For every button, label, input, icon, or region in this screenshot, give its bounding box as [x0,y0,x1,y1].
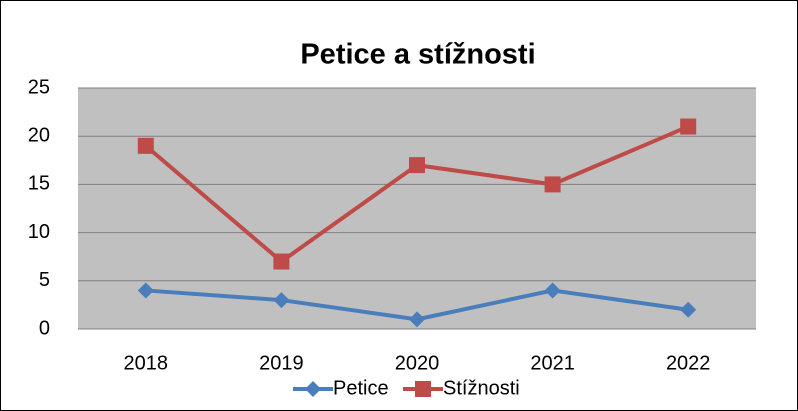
chart-title: Petice a stížnosti [300,39,535,71]
point-marker [137,282,154,299]
point-marker [409,311,425,328]
y-tick-label: 15 [28,173,50,195]
point-marker [137,137,154,154]
legend-marker [415,381,431,397]
plot-area [78,88,756,329]
legend-label: Petice [333,377,389,399]
point-marker [273,253,290,270]
legend-label: Stížnosti [443,377,520,399]
x-tick-label: 2019 [259,352,304,374]
point-marker [273,292,290,309]
y-tick-label: 25 [28,76,50,98]
y-tick-label: 20 [28,124,50,146]
legend-marker [305,381,321,397]
point-marker [680,301,697,318]
point-marker [680,118,697,135]
y-tick-label: 0 [39,317,50,339]
x-tick-label: 2021 [530,352,575,374]
point-marker [544,176,561,193]
x-tick-label: 2018 [124,352,169,374]
x-tick-label: 2020 [395,352,440,374]
point-marker [544,282,561,299]
y-tick-label: 10 [28,221,50,243]
x-tick-label: 2022 [666,352,711,374]
point-marker [409,157,425,174]
y-tick-label: 5 [39,269,50,291]
